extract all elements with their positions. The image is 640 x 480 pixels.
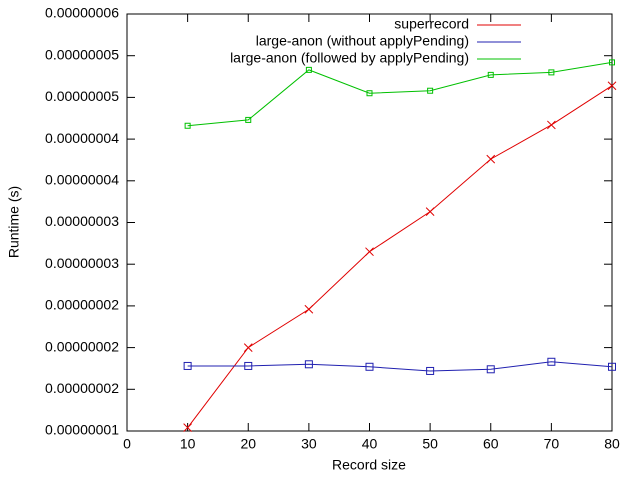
marker [243, 343, 253, 352]
marker [427, 87, 434, 94]
marker [183, 361, 192, 370]
marker [245, 116, 252, 123]
marker [305, 66, 312, 73]
y-tick-label: 0.00000005 [45, 88, 119, 104]
x-tick-label: 20 [240, 436, 256, 452]
marker [184, 122, 191, 129]
marker [183, 423, 192, 433]
y-axis-label: Runtime (s) [6, 186, 22, 258]
legend-label: large-anon (followed by applyPending) [230, 50, 469, 66]
x-tick-label: 0 [123, 436, 131, 452]
x-tick-label: 60 [483, 436, 499, 452]
marker [548, 69, 555, 76]
marker [547, 120, 556, 130]
y-tick-label: 0.00000002 [45, 380, 119, 396]
y-tick-label: 0.00000003 [45, 213, 119, 229]
marker [608, 362, 616, 371]
marker [304, 360, 313, 369]
marker [609, 59, 615, 66]
marker [426, 366, 435, 375]
y-tick-label: 0.00000002 [45, 297, 119, 313]
legend-label: large-anon (without applyPending) [256, 33, 469, 49]
x-tick-label: 40 [362, 436, 378, 452]
x-tick-label: 50 [422, 436, 438, 452]
y-tick-label: 0.00000002 [45, 338, 119, 354]
marker [487, 71, 494, 78]
x-axis-label: Record size [332, 457, 406, 473]
y-tick-label: 0.00000005 [45, 46, 119, 62]
marker [486, 365, 495, 374]
x-tick-label: 30 [301, 436, 317, 452]
marker [607, 81, 617, 91]
x-tick-label: 70 [544, 436, 560, 452]
marker [365, 247, 374, 257]
plot-border [126, 13, 613, 432]
marker [425, 207, 435, 217]
marker [366, 90, 373, 97]
series-line [187, 85, 613, 428]
x-tick-label: 80 [604, 436, 620, 452]
series-line [187, 61, 613, 127]
y-tick-label: 0.00000001 [45, 422, 119, 438]
y-tick-label: 0.00000003 [45, 255, 119, 271]
series-line [187, 361, 613, 372]
y-tick-label: 0.00000004 [45, 172, 119, 188]
marker [244, 361, 253, 370]
marker [304, 304, 314, 314]
marker [486, 154, 496, 164]
marker [547, 357, 556, 366]
y-tick-label: 0.00000006 [45, 5, 119, 21]
marker [365, 362, 374, 371]
y-tick-label: 0.00000004 [45, 130, 119, 146]
x-tick-label: 10 [180, 436, 196, 452]
legend-label: superrecord [394, 16, 469, 32]
